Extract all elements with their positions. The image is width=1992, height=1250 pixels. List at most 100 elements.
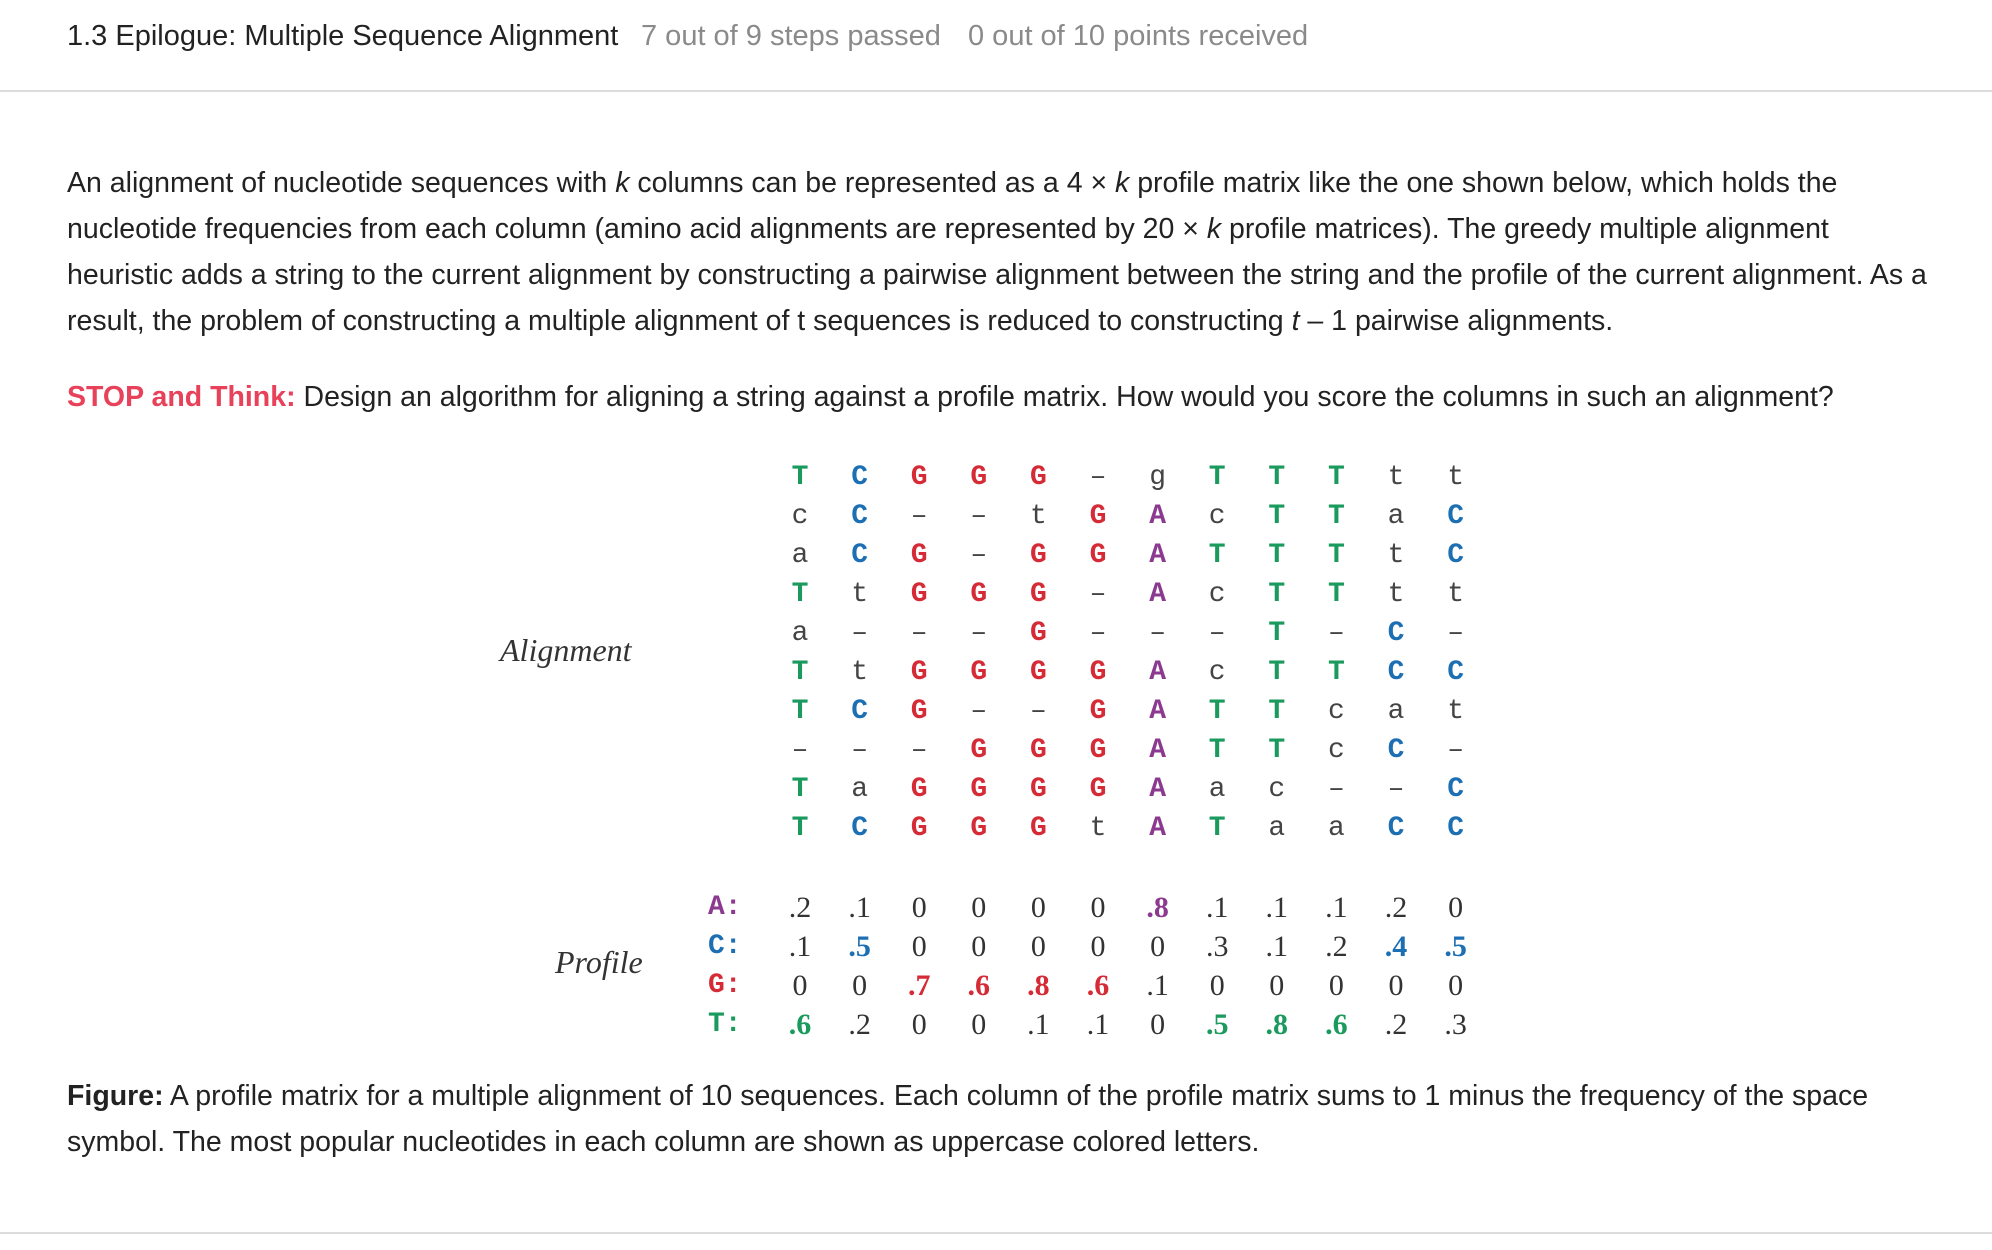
alignment-cell: a: [1327, 813, 1345, 844]
alignment-cell: G: [1089, 540, 1107, 571]
figure-caption: Figure: A profile matrix for a multiple …: [67, 1073, 1937, 1165]
profile-value: .2: [1325, 930, 1348, 963]
profile-value: 0: [1328, 969, 1344, 1002]
alignment-cell: –: [1208, 618, 1226, 649]
alignment-cell: t: [851, 657, 868, 688]
alignment-cell: A: [1149, 579, 1166, 610]
alignment-cell: g: [1149, 462, 1166, 493]
alignment-cell: t: [1447, 462, 1464, 493]
page-header: 1.3 Epilogue: Multiple Sequence Alignmen…: [0, 0, 1992, 92]
alignment-cell: G: [910, 540, 928, 571]
profile-value: 0: [1030, 891, 1046, 924]
profile-value: 0: [911, 1008, 927, 1041]
alignment-cell: c: [1208, 579, 1226, 610]
alignment-cell: G: [910, 657, 928, 688]
alignment-cell: T: [1268, 540, 1286, 571]
alignment-cell: –: [791, 735, 809, 766]
alignment-cell: T: [1268, 462, 1286, 493]
alignment-cell: t: [1387, 579, 1405, 610]
profile-value: .6: [788, 1008, 812, 1041]
alignment-cell: G: [970, 813, 988, 844]
alignment-cell: C: [1447, 501, 1464, 532]
alignment-cell: T: [1268, 501, 1286, 532]
steps-progress: 7 out of 9 steps passed: [641, 20, 941, 52]
alignment-cell: C: [851, 813, 868, 844]
alignment-cell: C: [1447, 657, 1464, 688]
profile-row-label: T:: [708, 1009, 742, 1040]
alignment-cell: G: [1029, 579, 1047, 610]
alignment-cell: T: [1327, 540, 1345, 571]
profile-value: 0: [971, 891, 987, 924]
alignment-cell: –: [970, 540, 988, 571]
alignment-cell: T: [1208, 540, 1226, 571]
alignment-cell: G: [910, 579, 928, 610]
alignment-cell: –: [910, 618, 928, 649]
profile-value: .1: [1086, 1008, 1110, 1041]
profile-value: 0: [1150, 1008, 1166, 1041]
profile-value: 0: [971, 930, 987, 963]
profile-value: 0: [1448, 891, 1464, 924]
profile-value: 0: [1030, 930, 1046, 963]
alignment-cell: G: [1029, 540, 1047, 571]
profile-value: 0: [1269, 969, 1285, 1002]
alignment-cell: T: [1268, 618, 1286, 649]
profile-value: 0: [1209, 969, 1225, 1002]
alignment-cell: t: [851, 579, 868, 610]
alignment-cell: G: [970, 462, 988, 493]
alignment-cell: –: [1089, 618, 1107, 649]
alignment-cell: a: [791, 540, 809, 571]
alignment-cell: G: [1089, 657, 1107, 688]
profile-row-label: G:: [708, 970, 742, 1001]
alignment-cell: C: [1447, 774, 1464, 805]
alignment-cell: t: [1447, 696, 1464, 727]
alignment-cell: T: [1268, 579, 1286, 610]
alignment-cell: G: [1089, 735, 1107, 766]
alignment-cell: T: [1268, 735, 1286, 766]
alignment-cell: –: [1089, 579, 1107, 610]
footer-divider: [0, 1232, 1992, 1234]
alignment-cell: T: [1327, 462, 1345, 493]
alignment-cell: C: [1387, 618, 1405, 649]
alignment-cell: C: [1387, 657, 1405, 688]
profile-value: 0: [911, 930, 927, 963]
profile-value: .5: [848, 930, 871, 963]
profile-value: .5: [1205, 1008, 1229, 1041]
profile-value: .6: [1086, 969, 1110, 1002]
alignment-cell: A: [1149, 501, 1166, 532]
alignment-cell: G: [970, 657, 988, 688]
profile-value: .8: [1027, 969, 1050, 1002]
profile-value: 0: [1388, 969, 1404, 1002]
alignment-cell: –: [1387, 774, 1405, 805]
alignment-cell: G: [1089, 501, 1107, 532]
profile-value: .2: [1384, 891, 1408, 924]
alignment-cell: T: [1327, 657, 1345, 688]
alignment-cell: G: [970, 579, 988, 610]
alignment-cell: C: [1447, 540, 1464, 571]
alignment-cell: t: [1029, 501, 1047, 532]
alignment-cell: T: [1327, 579, 1345, 610]
stop-and-think: STOP and Think: Design an algorithm for …: [67, 374, 1937, 420]
alignment-cell: G: [1089, 774, 1107, 805]
profile-value: 0: [1090, 891, 1106, 924]
alignment-cell: T: [791, 579, 809, 610]
alignment-cell: –: [1089, 462, 1107, 493]
profile-value: .7: [907, 969, 931, 1002]
profile-value: .3: [1205, 930, 1229, 963]
profile-value: .1: [1027, 1008, 1050, 1041]
profile-value: .3: [1444, 1008, 1467, 1041]
stop-label: STOP and Think:: [67, 381, 296, 413]
profile-row-label: A:: [708, 892, 742, 923]
profile-label: Profile: [555, 944, 643, 980]
profile-value: .1: [848, 891, 871, 924]
profile-value: 0: [792, 969, 808, 1002]
alignment-cell: T: [1208, 462, 1226, 493]
intro-paragraph: An alignment of nucleotide sequences wit…: [67, 167, 1927, 337]
profile-value: .2: [848, 1008, 871, 1041]
profile-value: .1: [1325, 891, 1348, 924]
alignment-cell: G: [1029, 735, 1047, 766]
alignment-label: Alignment: [500, 632, 632, 668]
profile-value: .2: [788, 891, 812, 924]
alignment-cell: C: [851, 696, 868, 727]
alignment-cell: –: [851, 618, 868, 649]
alignment-cell: a: [851, 774, 868, 805]
